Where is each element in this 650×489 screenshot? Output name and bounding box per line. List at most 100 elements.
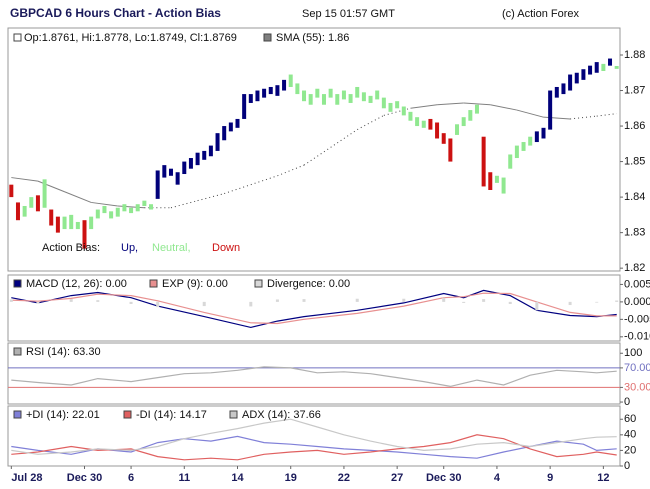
bar xyxy=(468,110,473,121)
legend-swatch xyxy=(149,279,158,288)
bar xyxy=(601,63,606,71)
bar xyxy=(308,94,313,105)
sma-segment xyxy=(11,177,39,182)
divergence-bar xyxy=(129,301,133,304)
y-tick-label: 70.00 xyxy=(624,362,650,374)
legend-label: EXP (9): 0.00 xyxy=(162,278,228,290)
bar xyxy=(155,170,160,199)
sma-segment xyxy=(91,201,118,207)
legend-swatch xyxy=(229,410,238,419)
bar xyxy=(455,124,460,135)
bar xyxy=(508,154,513,169)
y-tick-label: 1.82 xyxy=(624,262,645,274)
bar xyxy=(448,138,453,162)
bar xyxy=(262,88,267,98)
bar xyxy=(95,209,100,219)
bar xyxy=(22,205,27,217)
bar xyxy=(102,205,107,214)
bias-legend-label: Up, xyxy=(121,242,138,254)
bar xyxy=(361,92,366,102)
legend-label: RSI (14): 63.30 xyxy=(26,346,101,358)
y-tick-label: 100 xyxy=(624,347,642,359)
bar xyxy=(514,145,519,159)
bar xyxy=(15,202,20,221)
legend-swatch xyxy=(263,33,272,42)
bar xyxy=(341,90,346,100)
bar xyxy=(521,142,526,151)
bar xyxy=(268,86,273,95)
divergence-bar xyxy=(202,301,206,307)
divergence-bar xyxy=(535,301,539,311)
legend-swatch xyxy=(13,279,22,288)
bar xyxy=(481,136,486,187)
x-tick-label: 6 xyxy=(128,472,134,484)
divergence-bar xyxy=(302,299,306,302)
bar xyxy=(109,211,114,219)
bias-label: Action Bias: xyxy=(42,242,100,254)
divergence-bar xyxy=(568,301,572,306)
bias-legend-label: Down xyxy=(212,242,240,254)
bar xyxy=(541,127,546,139)
divergence-bar xyxy=(69,299,73,302)
bar xyxy=(202,150,207,160)
bar xyxy=(129,207,134,214)
divergence-bar xyxy=(482,299,486,302)
divergence-bar xyxy=(595,301,599,303)
x-tick-label: 22 xyxy=(338,472,350,484)
x-tick-label: 19 xyxy=(285,472,297,484)
bar xyxy=(275,85,280,96)
y-tick-label: 20 xyxy=(624,444,636,456)
legend-swatch xyxy=(13,347,22,356)
bar xyxy=(574,72,579,84)
timestamp: Sep 15 01:57 GMT xyxy=(302,8,395,20)
legend-label: MACD (12, 26): 0.00 xyxy=(26,278,127,290)
x-tick-label: 27 xyxy=(391,472,403,484)
bar xyxy=(335,94,340,105)
bar xyxy=(328,88,333,98)
x-tick-label: 4 xyxy=(494,472,501,484)
bar xyxy=(188,158,193,169)
bar xyxy=(242,94,247,119)
bar xyxy=(554,86,559,98)
y-tick-label: 1.88 xyxy=(624,49,645,61)
sma-segment xyxy=(437,102,464,106)
sma-segment xyxy=(570,115,597,120)
sma-segment xyxy=(170,200,198,209)
sma-segment xyxy=(490,104,517,111)
bar xyxy=(375,90,380,100)
bar xyxy=(29,197,34,208)
bar xyxy=(49,209,54,226)
bar xyxy=(608,58,613,66)
bar xyxy=(162,165,167,178)
bar xyxy=(401,106,406,116)
bar xyxy=(149,204,154,210)
bar xyxy=(415,117,420,127)
credit: (c) Action Forex xyxy=(502,8,580,20)
bar xyxy=(42,179,47,208)
bar xyxy=(235,118,240,128)
sma-segment xyxy=(277,164,305,177)
bar xyxy=(228,122,233,132)
panel xyxy=(7,27,621,272)
bar xyxy=(395,101,400,109)
bar xyxy=(581,69,586,80)
y-tick-label: 1.85 xyxy=(624,155,645,167)
legend-swatch xyxy=(13,33,22,42)
bar xyxy=(488,172,493,190)
bar xyxy=(55,216,60,233)
bar xyxy=(548,90,553,130)
series-line xyxy=(11,292,617,325)
sma-segment xyxy=(197,193,225,202)
bar xyxy=(302,90,307,102)
bar xyxy=(315,88,320,98)
bar xyxy=(461,117,466,127)
sma-segment xyxy=(224,184,251,195)
sma-segment xyxy=(596,113,617,117)
y-tick-label: 0 xyxy=(624,396,630,408)
bar xyxy=(135,204,140,212)
bar xyxy=(295,83,300,95)
x-tick-label: Dec 30 xyxy=(67,472,102,484)
legend-swatch xyxy=(254,279,263,288)
bar xyxy=(122,204,127,212)
bar xyxy=(75,221,80,230)
